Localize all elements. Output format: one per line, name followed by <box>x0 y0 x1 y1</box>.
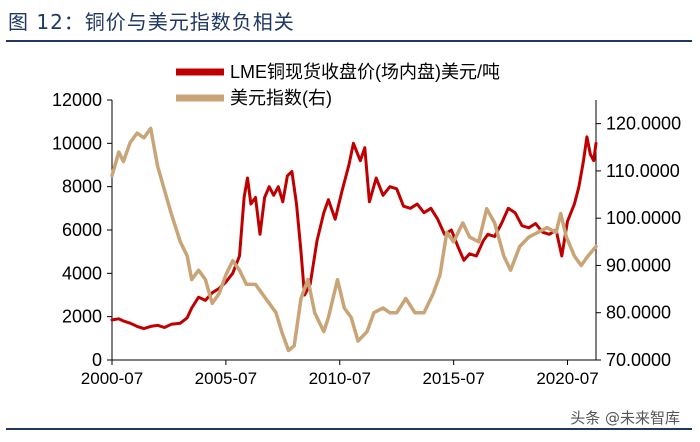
right-axis-tick-label: 70.0000 <box>606 350 671 370</box>
legend-label: LME铜现货收盘价(场内盘)美元/吨 <box>230 62 500 82</box>
left-axis-tick-label: 2000 <box>62 307 102 327</box>
x-axis-tick-label: 2000-07 <box>81 369 143 388</box>
left-axis-tick-label: 8000 <box>62 177 102 197</box>
watermark: 头条 @未来智库 <box>570 409 680 427</box>
left-axis-tick-label: 10000 <box>52 133 102 153</box>
series-line-copy-price <box>110 135 598 331</box>
footer-rule <box>6 428 692 430</box>
left-axis-tick-label: 0 <box>92 350 102 370</box>
right-axis-tick-label: 110.0000 <box>606 161 680 181</box>
legend-label: 美元指数(右) <box>230 88 332 108</box>
x-axis-tick-label: 2020-07 <box>536 369 598 388</box>
left-axis-tick-label: 12000 <box>52 90 102 110</box>
right-axis-tick-label: 100.0000 <box>606 208 681 228</box>
right-axis-tick-label: 80.0000 <box>606 303 671 323</box>
title-rule <box>6 40 692 42</box>
right-axis-tick-label: 90.0000 <box>606 255 671 275</box>
figure-title: 图 12：铜价与美元指数负相关 <box>8 10 295 34</box>
series-line-dollar-index <box>110 126 598 353</box>
left-axis-tick-label: 6000 <box>62 220 102 240</box>
right-axis-tick-label: 120.0000 <box>606 114 681 134</box>
x-axis-tick-label: 2015-07 <box>422 369 484 388</box>
left-axis-tick-label: 4000 <box>62 263 102 283</box>
x-axis-tick-label: 2005-07 <box>195 369 257 388</box>
x-axis-tick-label: 2010-07 <box>309 369 371 388</box>
